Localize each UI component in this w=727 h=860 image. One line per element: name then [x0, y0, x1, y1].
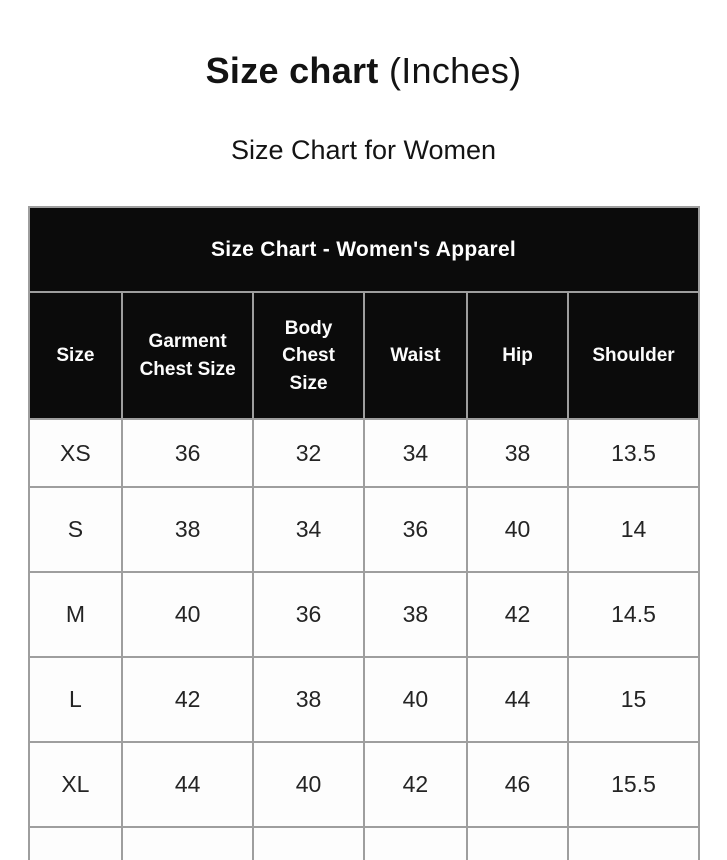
cell-body-chest: 34 [251, 486, 366, 574]
cell-size: XL [27, 741, 124, 829]
table-caption-row: Size Chart - Women's Apparel [27, 206, 700, 294]
page-subtitle: Size Chart for Women [230, 135, 497, 166]
cell-shoulder: 14.5 [567, 571, 700, 659]
cell-hip: 40 [465, 486, 570, 574]
empty-cell [465, 826, 570, 860]
page-title-main: Size chart [205, 50, 379, 91]
cell-body-chest: 38 [251, 656, 366, 744]
cell-body-chest: 40 [251, 741, 366, 829]
cell-garment-chest: 42 [121, 656, 254, 744]
table-row-s: S 38 34 36 40 14 [27, 486, 700, 574]
cell-size: XS [27, 418, 124, 489]
table-caption: Size Chart - Women's Apparel [27, 206, 700, 294]
table-row-l: L 42 38 40 44 15 [27, 656, 700, 744]
cell-size: M [27, 571, 124, 659]
column-header-waist: Waist [363, 291, 468, 421]
empty-cell [27, 826, 124, 860]
empty-cell [121, 826, 254, 860]
table-row-partial [27, 826, 700, 860]
cell-garment-chest: 40 [121, 571, 254, 659]
cell-waist: 40 [363, 656, 468, 744]
cell-shoulder: 14 [567, 486, 700, 574]
cell-waist: 42 [363, 741, 468, 829]
cell-waist: 36 [363, 486, 468, 574]
column-header-size: Size [27, 291, 124, 421]
cell-garment-chest: 38 [121, 486, 254, 574]
table-row-xl: XL 44 40 42 46 15.5 [27, 741, 700, 829]
cell-hip: 42 [465, 571, 570, 659]
cell-size: L [27, 656, 124, 744]
table-row-xs: XS 36 32 34 38 13.5 [27, 418, 700, 489]
column-header-shoulder: Shoulder [567, 291, 700, 421]
column-header-hip: Hip [465, 291, 570, 421]
cell-shoulder: 15.5 [567, 741, 700, 829]
cell-hip: 38 [465, 418, 570, 489]
table-row-m: M 40 36 38 42 14.5 [27, 571, 700, 659]
cell-waist: 38 [363, 571, 468, 659]
cell-shoulder: 15 [567, 656, 700, 744]
page-title-unit: (Inches) [388, 50, 522, 91]
size-chart-table: Size Chart - Women's Apparel Size Garmen… [27, 206, 700, 860]
cell-garment-chest: 44 [121, 741, 254, 829]
column-header-row: Size Garment Chest Size Body Chest Size … [27, 291, 700, 421]
cell-garment-chest: 36 [121, 418, 254, 489]
cell-body-chest: 32 [251, 418, 366, 489]
empty-cell [251, 826, 366, 860]
column-header-garment-chest-size: Garment Chest Size [121, 291, 254, 421]
cell-hip: 46 [465, 741, 570, 829]
cell-shoulder: 13.5 [567, 418, 700, 489]
cell-hip: 44 [465, 656, 570, 744]
column-header-body-chest-size: Body Chest Size [251, 291, 366, 421]
cell-size: S [27, 486, 124, 574]
cell-waist: 34 [363, 418, 468, 489]
empty-cell [363, 826, 468, 860]
empty-cell [567, 826, 700, 860]
page-title: Size chart (Inches) [0, 0, 727, 91]
cell-body-chest: 36 [251, 571, 366, 659]
